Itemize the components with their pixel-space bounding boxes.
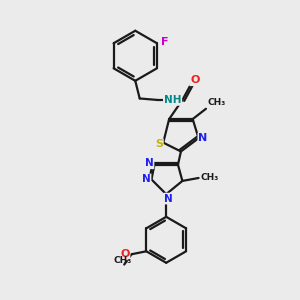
Text: F: F xyxy=(160,37,168,47)
Text: N: N xyxy=(142,174,151,184)
Text: O: O xyxy=(190,75,200,85)
Text: N: N xyxy=(198,133,208,143)
Text: NH: NH xyxy=(164,95,181,105)
Text: CH₃: CH₃ xyxy=(207,98,226,107)
Text: S: S xyxy=(155,139,163,149)
Text: O: O xyxy=(120,249,130,259)
Text: N: N xyxy=(164,194,173,204)
Text: CH₃: CH₃ xyxy=(113,256,131,265)
Text: CH₃: CH₃ xyxy=(200,173,218,182)
Text: N: N xyxy=(145,158,154,168)
